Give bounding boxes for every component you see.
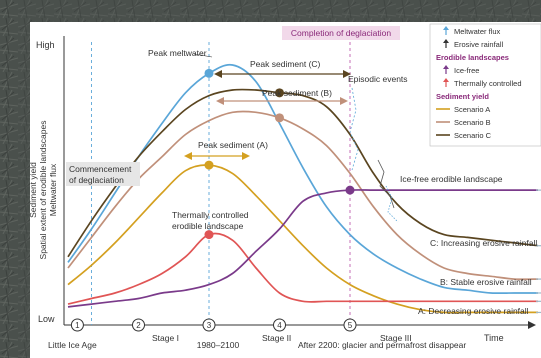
x-label-range: 1980–2100 — [197, 340, 240, 350]
legend-item-1: Meltwater flux — [443, 26, 501, 36]
y-title-line-2: Spatial extent of erodible landscapes — [38, 121, 48, 260]
commencement-box — [66, 162, 140, 186]
legend-item-7: Scenario A — [436, 105, 490, 114]
x-label-stage-1: Stage I — [152, 333, 179, 343]
episodic-label: Episodic events — [348, 74, 408, 84]
stage-number-1: 1 — [75, 321, 80, 330]
thermal-label-1: Thermally controlled — [172, 210, 249, 220]
legend-item-8: Scenario B — [436, 118, 491, 127]
legend-item-9: Scenario C — [436, 131, 492, 140]
legend-label-5: Thermally controlled — [454, 79, 522, 88]
legend-item-5: Thermally controlled — [443, 78, 522, 88]
peak-meltwater-leader — [193, 53, 213, 58]
peak-a-arrow-left — [184, 152, 192, 160]
series-end-markers — [536, 189, 541, 314]
series-line-scenB — [67, 110, 539, 281]
series-line-scenC — [67, 88, 539, 258]
legend-item-3: Erodible landscapes — [436, 53, 509, 62]
marker-meltwater — [204, 68, 214, 78]
legend-items: Meltwater flux Erosive rainfall Erodible l… — [436, 26, 522, 140]
peak-meltwater-label: Peak meltwater — [148, 48, 207, 58]
legend-item-6: Sediment yield — [436, 92, 489, 101]
marker-scenC — [275, 88, 284, 98]
legend-arrowhead-2 — [443, 39, 449, 43]
series-line-meltwater — [67, 63, 538, 295]
stage-circle-2 — [132, 318, 145, 332]
y-title-line-1: Sediment yield — [28, 162, 38, 218]
thermal-label-2: erodible landscape — [172, 221, 244, 231]
legend-label-2: Erosive rainfall — [454, 40, 504, 49]
legend-label-8: Scenario B — [454, 118, 491, 127]
x-label-stage-3: Stage III — [380, 333, 412, 343]
marker-icefree — [345, 185, 355, 195]
legend-item-4: Ice-free — [443, 65, 479, 75]
icefree-label: Ice-free erodible landscape — [400, 174, 503, 184]
stage-circle-3 — [202, 318, 216, 332]
y-axis-title: Sediment yield Spatial extent of erodibl… — [28, 121, 58, 260]
x-axis-arrowhead — [528, 321, 536, 329]
commencement-line-2: of deglaciation — [69, 175, 124, 185]
x-label-little-ice-age: Little Ice Age — [48, 340, 97, 350]
series-line-thermal — [67, 232, 538, 305]
stage-number-5: 5 — [348, 321, 353, 330]
stage-number-2: 2 — [136, 321, 141, 330]
x-label-after-2200: After 2200: glacier and permafrost disap… — [298, 340, 466, 350]
episodic-spikes-b — [385, 185, 399, 223]
series-lines — [67, 63, 539, 314]
legend-label-9: Scenario C — [454, 131, 492, 140]
peak-c-arrow-right — [343, 70, 351, 78]
peak-b-arrow-left — [216, 97, 224, 105]
completion-label: Completion of deglaciation — [291, 28, 391, 38]
peak-b-label: Peak sediment (B) — [262, 88, 332, 98]
scenario-b-end-label: B: Stable erosive rainfall — [440, 277, 532, 287]
time-label: Time — [484, 333, 504, 343]
episodic-leader — [349, 87, 359, 171]
peak-a-arrow-right — [242, 152, 250, 160]
legend-label-4: Ice-free — [454, 66, 479, 75]
peak-markers — [204, 68, 355, 240]
marker-scenB — [275, 113, 284, 123]
legend-item-2: Erosive rainfall — [443, 39, 504, 49]
vertical-guides — [91, 42, 351, 325]
y-title-line-3: Meltwater flux — [48, 163, 58, 216]
legend-arrowhead-1 — [443, 26, 449, 30]
legend-label-6: Sediment yield — [436, 92, 489, 101]
series-line-scenA — [67, 164, 538, 314]
commencement-line-1: Commencement — [69, 164, 132, 174]
scenario-c-end-label: C: Increasing erosive rainfall — [430, 238, 537, 248]
y-high-label: High — [36, 40, 55, 50]
legend-label-3: Erodible landscapes — [436, 53, 509, 62]
legend-label-1: Meltwater flux — [454, 27, 501, 36]
stage-circle-4 — [273, 318, 286, 332]
completion-banner — [282, 26, 400, 40]
stage-number-4: 4 — [277, 321, 282, 330]
legend-label-7: Scenario A — [454, 105, 490, 114]
marker-thermal — [204, 230, 214, 240]
scenario-a-end-label: A: Decreasing erosive rainfall — [418, 306, 529, 316]
legend-box — [429, 23, 541, 147]
stage-circle-1 — [70, 318, 84, 332]
legend-arrowhead-4 — [443, 65, 449, 69]
peak-c-arrow-left — [214, 70, 222, 78]
legend: Meltwater flux Erosive rainfall Erodible l… — [429, 23, 541, 147]
stage-markers: 1 2 3 4 5 — [70, 318, 357, 332]
stage-circle-5 — [343, 318, 357, 332]
series-line-icefree — [67, 189, 538, 308]
legend-arrowhead-5 — [443, 78, 449, 82]
peak-c-label: Peak sediment (C) — [250, 59, 321, 69]
marker-scenA — [204, 160, 214, 170]
stage-number-3: 3 — [207, 321, 212, 330]
peak-b-arrow-right — [340, 97, 348, 105]
peak-a-label: Peak sediment (A) — [198, 140, 268, 150]
x-label-stage-2: Stage II — [262, 333, 291, 343]
y-low-label: Low — [38, 314, 55, 324]
